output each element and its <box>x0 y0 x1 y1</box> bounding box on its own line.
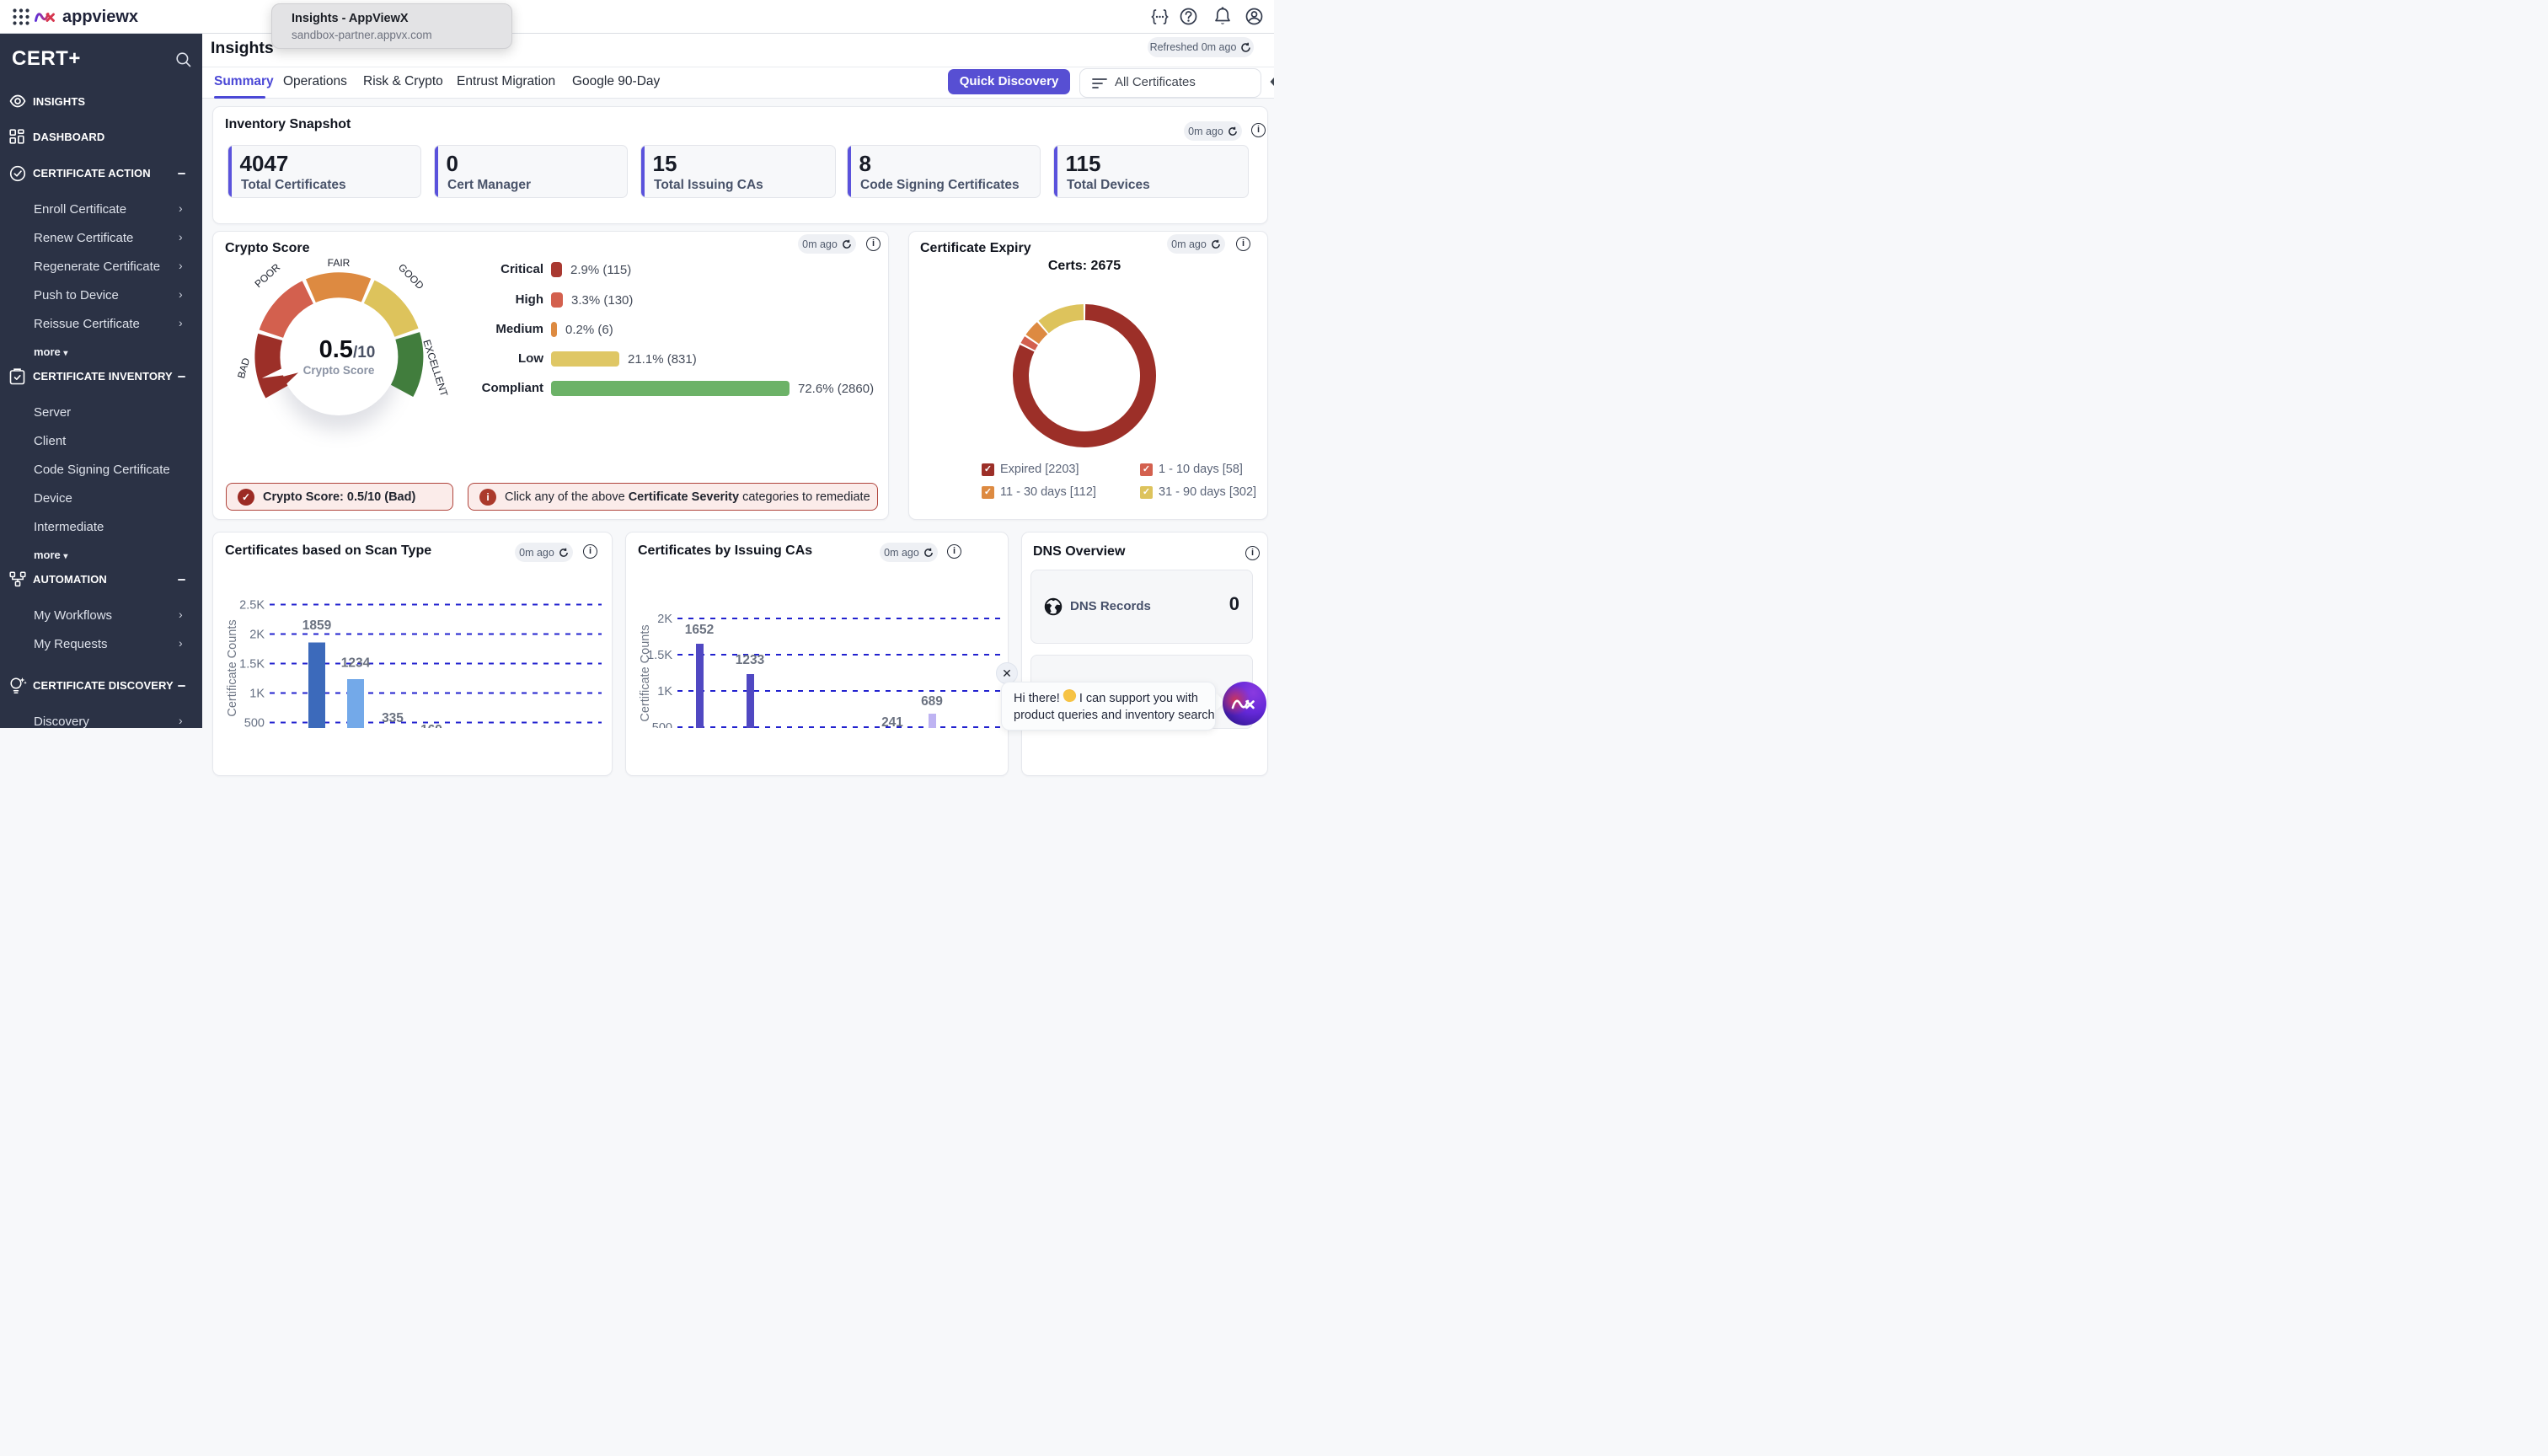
svg-text:1.5K: 1.5K <box>647 649 672 662</box>
svg-text:Certificate Counts: Certificate Counts <box>639 624 652 721</box>
svg-text:689: 689 <box>921 694 943 709</box>
svg-text:1K: 1K <box>249 688 265 701</box>
svg-text:335: 335 <box>382 711 404 725</box>
svg-text:GOOD: GOOD <box>396 261 426 292</box>
svg-text:500: 500 <box>244 717 265 729</box>
svg-text:1.5K: 1.5K <box>239 658 265 672</box>
svg-text:1859: 1859 <box>302 618 332 633</box>
svg-text:POOR: POOR <box>253 261 283 290</box>
svg-text:2K: 2K <box>657 613 672 626</box>
svg-text:2K: 2K <box>249 629 265 642</box>
svg-text:FAIR: FAIR <box>328 257 351 269</box>
svg-text:1652: 1652 <box>685 623 714 637</box>
svg-text:1234: 1234 <box>341 656 371 671</box>
svg-text:1233: 1233 <box>736 653 765 667</box>
svg-text:BAD: BAD <box>235 356 252 380</box>
svg-text:500: 500 <box>652 721 672 728</box>
svg-text:241: 241 <box>881 715 903 728</box>
svg-text:1K: 1K <box>657 685 672 699</box>
svg-text:Certificate Counts: Certificate Counts <box>226 619 239 716</box>
svg-text:2.5K: 2.5K <box>239 599 265 613</box>
svg-text:169: 169 <box>420 723 442 728</box>
